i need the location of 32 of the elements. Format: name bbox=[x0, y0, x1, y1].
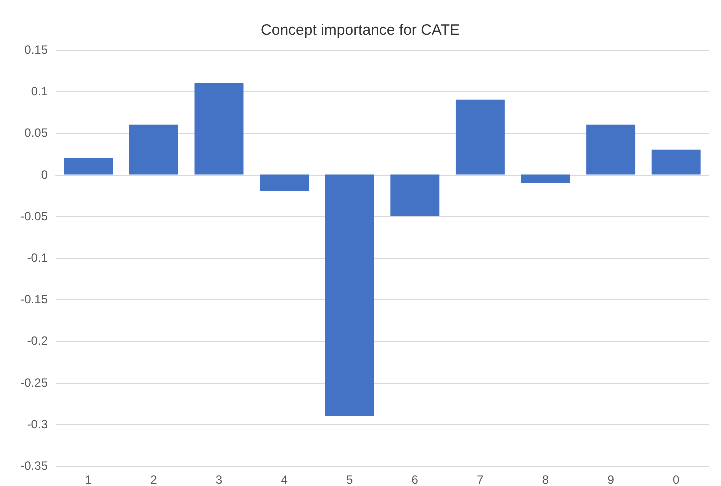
y-tick-label: 0.1 bbox=[31, 84, 48, 99]
y-tick-label: 0.05 bbox=[24, 126, 48, 140]
x-tick-label: 4 bbox=[281, 473, 288, 486]
chart-title: Concept importance for CATE bbox=[261, 22, 460, 39]
x-tick-label: 1 bbox=[85, 473, 92, 486]
x-tick-label: 6 bbox=[412, 473, 419, 486]
x-tick-label: 3 bbox=[216, 473, 223, 486]
y-tick-label: -0.35 bbox=[20, 459, 48, 473]
x-tick-label: 5 bbox=[346, 473, 354, 486]
x-tick-label: 7 bbox=[477, 473, 484, 486]
bar bbox=[325, 174, 374, 416]
bar bbox=[652, 150, 701, 175]
y-tick-label: -0.1 bbox=[27, 251, 48, 265]
y-tick-label: -0.2 bbox=[27, 334, 48, 348]
x-tick-label: 0 bbox=[673, 473, 680, 486]
x-tick-label: 2 bbox=[150, 473, 158, 486]
y-tick-label: -0.3 bbox=[27, 417, 48, 432]
y-tick-label: -0.05 bbox=[20, 209, 48, 224]
x-tick-label: 8 bbox=[542, 473, 550, 486]
bar bbox=[129, 124, 178, 175]
y-tick-label: 0.15 bbox=[24, 43, 48, 57]
y-tick-label: 0 bbox=[41, 168, 48, 182]
y-tick-label: -0.25 bbox=[20, 376, 48, 390]
bar bbox=[586, 124, 636, 175]
bar bbox=[194, 83, 244, 175]
bar bbox=[260, 174, 310, 192]
bar bbox=[390, 174, 440, 216]
y-tick-label: -0.15 bbox=[20, 292, 48, 307]
bar bbox=[456, 100, 505, 175]
x-tick-label: 9 bbox=[608, 473, 615, 486]
bar bbox=[521, 174, 570, 184]
bar bbox=[64, 158, 114, 175]
